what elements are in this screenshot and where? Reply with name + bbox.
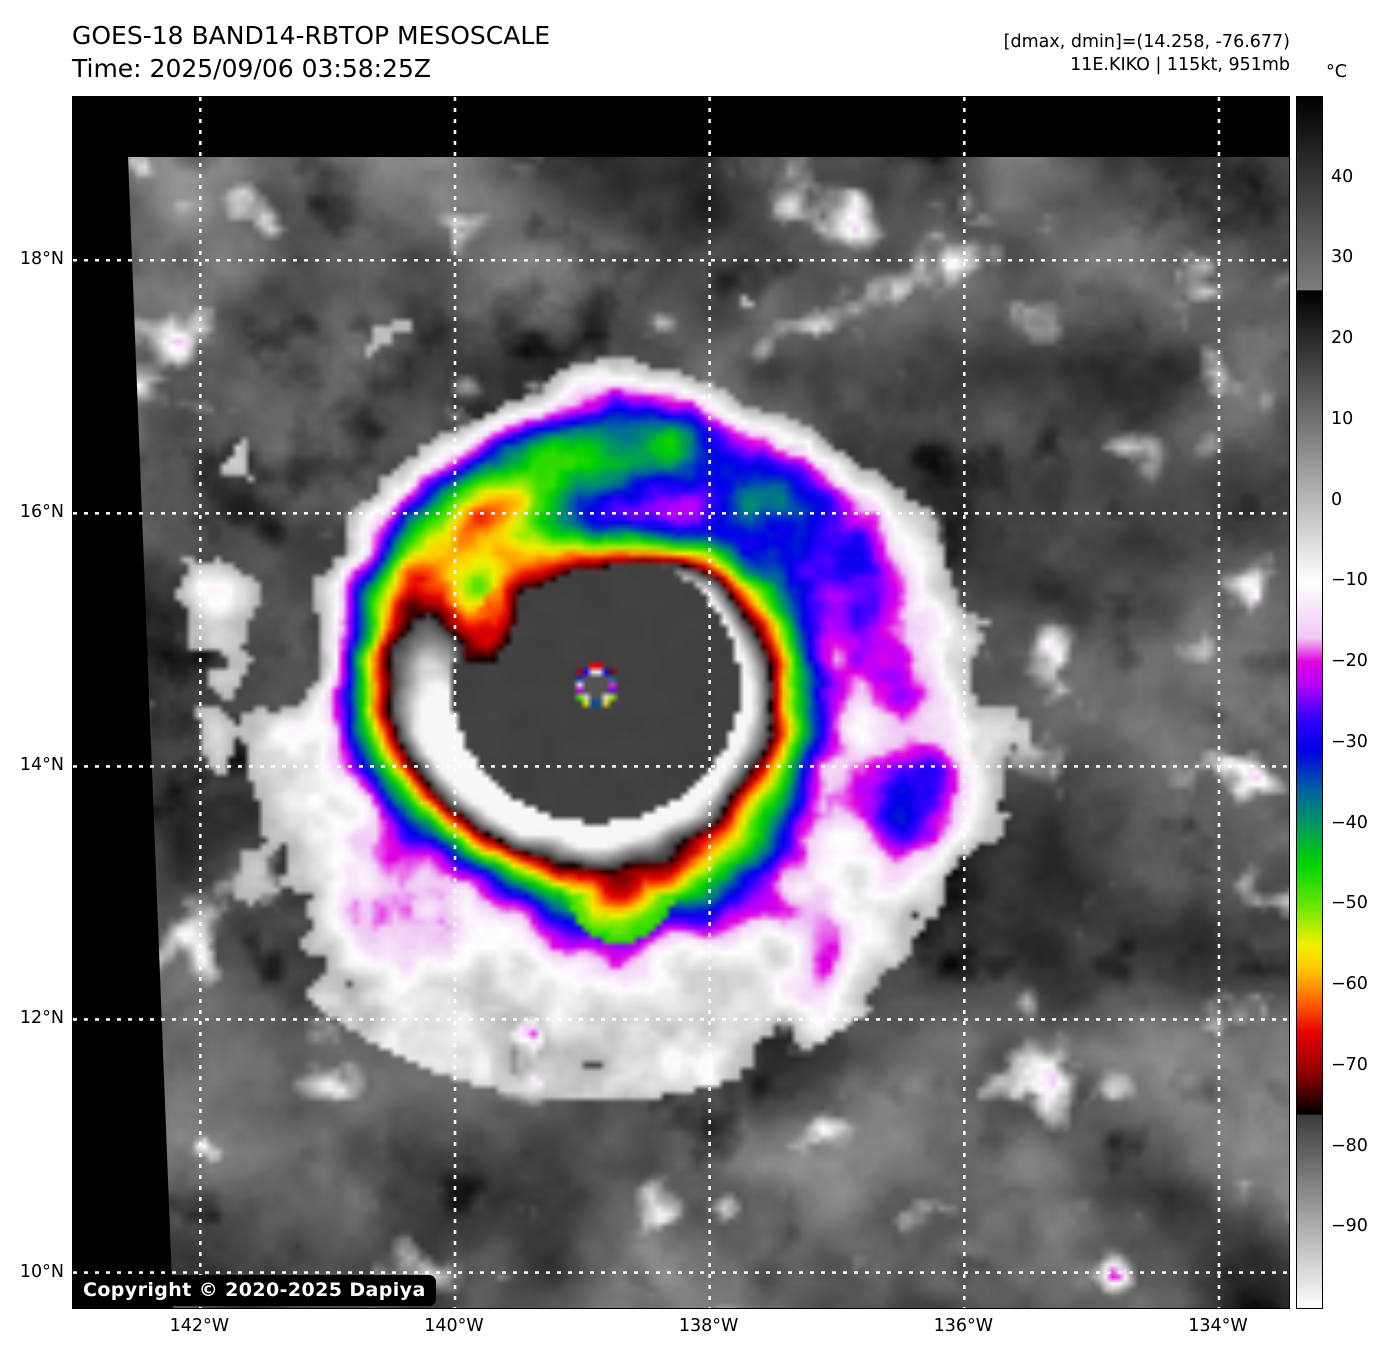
colorbar-tick-label: −10 bbox=[1331, 570, 1368, 591]
dminmax-label: [dmax, dmin]=(14.258, -76.677) bbox=[1003, 32, 1290, 52]
colorbar-tick-label: −90 bbox=[1331, 1216, 1368, 1237]
colorbar-tick-label: −70 bbox=[1331, 1054, 1368, 1075]
x-axis-tick-label: 136°W bbox=[933, 1316, 994, 1336]
y-axis-tick-label: 18°N bbox=[19, 249, 64, 270]
colorbar-tick-label: 0 bbox=[1331, 489, 1343, 510]
copyright-watermark: Copyright © 2020-2025 Dapiya bbox=[73, 1275, 436, 1306]
colorbar-tick-label: 40 bbox=[1331, 166, 1354, 187]
metadata-block: [dmax, dmin]=(14.258, -76.677) 11E.KIKO … bbox=[1004, 31, 1290, 77]
colorbar-tick-label: −80 bbox=[1331, 1135, 1368, 1156]
colorbar-tick-label: −50 bbox=[1331, 893, 1368, 914]
satellite-map-panel bbox=[72, 96, 1290, 1309]
storm-label: 11E.KIKO | 115kt, 951mb bbox=[1070, 55, 1290, 76]
y-axis-tick-label: 10°N bbox=[19, 1261, 64, 1282]
colorbar-tick-label: 30 bbox=[1331, 247, 1354, 268]
page-title: GOES-18 BAND14-RBTOP MESOSCALE bbox=[72, 21, 551, 50]
figure-title-block: GOES-18 BAND14-RBTOP MESOSCALE Time: 202… bbox=[72, 20, 550, 85]
colorbar-tick-label: −60 bbox=[1331, 974, 1368, 995]
colorbar-tick-label: −20 bbox=[1331, 651, 1368, 672]
x-axis-tick-label: 142°W bbox=[169, 1316, 230, 1336]
colorbar bbox=[1296, 96, 1323, 1309]
y-axis-tick-label: 16°N bbox=[19, 502, 64, 523]
colorbar-tick-label: 20 bbox=[1331, 328, 1354, 349]
colorbar-tick-label: 10 bbox=[1331, 408, 1354, 429]
satellite-raster bbox=[73, 97, 1289, 1308]
colorbar-tick-label: −40 bbox=[1331, 812, 1368, 833]
x-axis-tick-label: 140°W bbox=[424, 1316, 484, 1336]
x-axis-tick-label: 134°W bbox=[1188, 1316, 1248, 1336]
colorbar-gradient bbox=[1297, 97, 1322, 1308]
timestamp-line: Time: 2025/09/06 03:58:25Z bbox=[72, 53, 431, 83]
colorbar-tick-label: −30 bbox=[1331, 731, 1368, 752]
x-axis-tick-label: 138°W bbox=[678, 1316, 739, 1336]
colorbar-unit-label: °C bbox=[1326, 62, 1347, 82]
y-axis-tick-label: 14°N bbox=[19, 755, 64, 776]
y-axis-tick-label: 12°N bbox=[19, 1008, 64, 1029]
